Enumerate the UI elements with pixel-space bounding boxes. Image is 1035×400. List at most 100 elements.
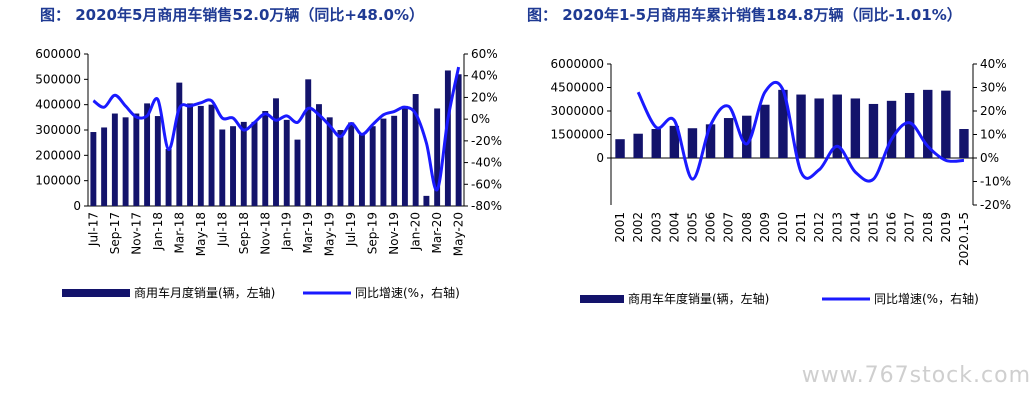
bar xyxy=(904,92,915,158)
bar xyxy=(705,124,716,158)
x-tick-label: 2004 xyxy=(667,212,681,243)
left-tick-label: 500000 xyxy=(35,72,81,86)
bar xyxy=(633,133,643,158)
right-tick-label: 30% xyxy=(980,81,1007,95)
x-tick-label: 2001 xyxy=(613,212,627,243)
x-tick-label: May-20 xyxy=(452,212,466,256)
bar xyxy=(742,115,752,158)
bar xyxy=(391,115,398,206)
x-tick-label: Jul-19 xyxy=(344,212,358,247)
left-tick-label: 100000 xyxy=(35,174,81,188)
bar xyxy=(283,119,290,206)
right-tick-label: 40% xyxy=(980,57,1007,71)
legend-bar-label: 商用车年度销量(辆，左轴) xyxy=(628,291,769,306)
x-tick-label: 2014 xyxy=(848,212,862,243)
bar xyxy=(669,125,680,158)
bar xyxy=(412,94,419,206)
x-tick-label: Sep-19 xyxy=(366,212,380,254)
x-tick-label: 2002 xyxy=(631,212,645,243)
bar xyxy=(273,98,279,206)
x-tick-label: 2018 xyxy=(921,212,935,243)
bar xyxy=(868,103,879,158)
x-tick-label: 2009 xyxy=(758,212,772,243)
right-tick-label: 60% xyxy=(471,47,498,61)
bar xyxy=(337,130,344,206)
bar xyxy=(187,103,194,206)
bar xyxy=(886,100,897,158)
growth-line xyxy=(92,66,461,192)
bar xyxy=(294,139,301,206)
bar xyxy=(687,128,698,158)
x-tick-label: 2019 xyxy=(939,212,953,243)
bar xyxy=(165,149,172,206)
bar xyxy=(240,121,247,206)
bar xyxy=(176,82,183,206)
bar xyxy=(133,113,140,206)
x-tick-label: Nov-18 xyxy=(258,212,272,255)
x-tick-label: Sep-17 xyxy=(108,212,122,254)
left-tick-label: 4500000 xyxy=(551,81,604,95)
bar xyxy=(723,118,734,158)
bar xyxy=(219,129,226,206)
left-tick-label: 6000000 xyxy=(551,57,604,71)
left-tick-label: 0 xyxy=(596,151,604,165)
left-tick-label: 200000 xyxy=(35,148,81,162)
right-tick-label: -80% xyxy=(471,199,502,213)
bar xyxy=(326,117,333,206)
x-tick-label: Jul-17 xyxy=(86,212,100,247)
legend-bar-label: 商用车月度销量(辆，左轴) xyxy=(134,285,275,300)
right-tick-label: -60% xyxy=(471,177,502,191)
x-tick-label: Jan-20 xyxy=(409,212,423,251)
bar xyxy=(90,132,97,206)
x-tick-label: Nov-19 xyxy=(387,212,401,255)
bar xyxy=(796,94,806,158)
right-tick-label: -40% xyxy=(471,156,502,170)
x-tick-label: 2006 xyxy=(704,212,718,243)
bar xyxy=(305,79,312,206)
bar xyxy=(358,133,365,206)
bar xyxy=(455,74,462,207)
bar xyxy=(369,126,376,206)
bar xyxy=(251,121,258,206)
bar xyxy=(262,111,269,206)
x-tick-label: 2005 xyxy=(685,212,699,243)
x-tick-label: 2011 xyxy=(794,212,808,243)
x-tick-label: 2012 xyxy=(812,212,826,243)
right-tick-label: 20% xyxy=(471,90,498,104)
legend-bar-swatch xyxy=(62,289,130,297)
bar xyxy=(423,195,430,206)
watermark: www.767stock.com xyxy=(801,363,1031,388)
bar xyxy=(832,94,842,158)
growth-line xyxy=(636,80,965,183)
x-tick-label: Jan-18 xyxy=(151,212,165,251)
x-tick-label: 2007 xyxy=(722,212,736,243)
bar xyxy=(380,118,387,206)
left-tick-label: 3000000 xyxy=(551,104,604,118)
x-tick-label: May-18 xyxy=(194,212,208,256)
bar xyxy=(941,90,951,158)
bar xyxy=(316,104,322,206)
bar xyxy=(101,127,108,206)
left-tick-label: 400000 xyxy=(35,98,81,112)
bar xyxy=(760,104,770,158)
x-tick-label: Mar-20 xyxy=(430,212,444,253)
bar xyxy=(434,108,441,206)
chart-title-right: 图： 2020年1-5月商用车累计销售184.8万辆（同比-1.01%） xyxy=(527,6,962,24)
bar xyxy=(122,117,129,206)
bar xyxy=(208,104,215,206)
bar xyxy=(230,126,236,206)
bar xyxy=(850,98,861,158)
bar xyxy=(778,89,788,158)
bar xyxy=(923,89,933,158)
bar xyxy=(444,70,451,206)
bar xyxy=(111,113,118,206)
chart-title-left: 图： 2020年5月商用车销售52.0万辆（同比+48.0%） xyxy=(40,6,425,24)
bar xyxy=(197,105,204,206)
x-tick-label: 2003 xyxy=(649,212,663,243)
right-tick-label: -10% xyxy=(980,175,1011,189)
x-tick-label: 2010 xyxy=(776,212,790,243)
left-tick-label: 1500000 xyxy=(551,128,604,142)
x-tick-label: 2020.1-5 xyxy=(957,212,971,266)
right-tick-label: 10% xyxy=(980,128,1007,142)
